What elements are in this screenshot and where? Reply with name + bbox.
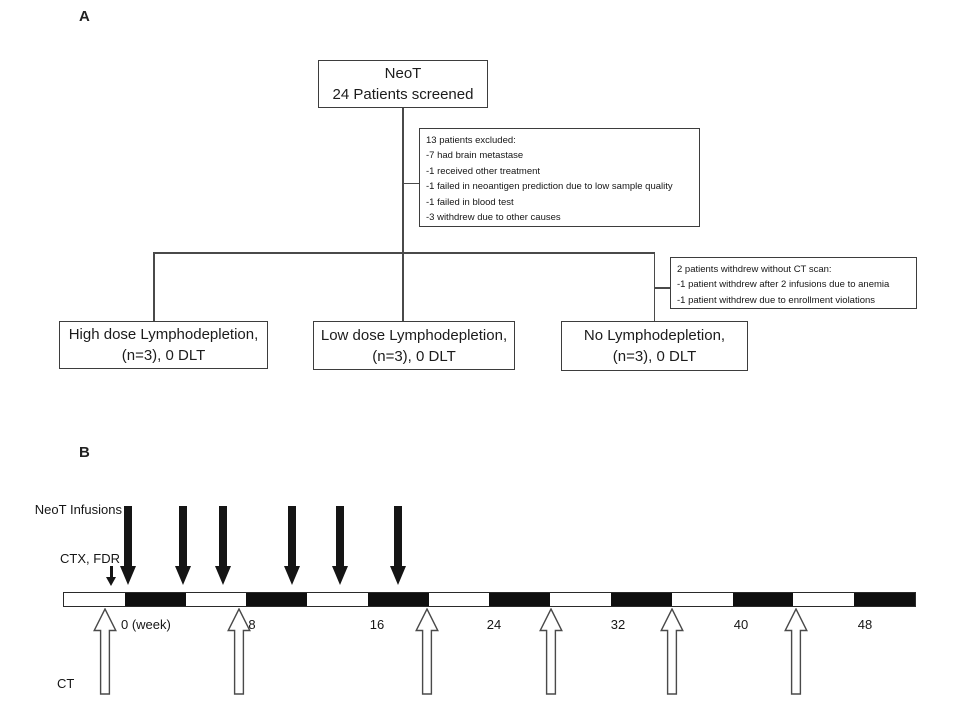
timeline-segment-black bbox=[854, 593, 915, 606]
timeline-segment-black bbox=[124, 593, 186, 606]
neot-infusion-arrow-icon bbox=[174, 506, 192, 586]
ctx-arrow-head bbox=[105, 577, 116, 586]
box-line: -3 withdrew due to other causes bbox=[426, 212, 561, 224]
timeline-segment-black bbox=[489, 593, 551, 606]
infusion-arrow-head bbox=[119, 566, 136, 585]
ct-row-label: CT bbox=[57, 676, 75, 691]
box-line: -1 failed in blood test bbox=[426, 196, 514, 208]
panel-a-label: A bbox=[79, 8, 90, 25]
timeline-segment-white bbox=[428, 593, 490, 606]
timeline-segment-white bbox=[64, 593, 125, 606]
week-tick-label: 24 bbox=[486, 617, 502, 632]
timeline-segment-black bbox=[367, 593, 429, 606]
flowchart-box-low-dose-arm: Low dose Lymphodepletion, (n=3), 0 DLT bbox=[313, 321, 515, 370]
flowchart-box-no-lympho-arm: No Lymphodepletion, (n=3), 0 DLT bbox=[561, 320, 748, 371]
box-line: -7 had brain metastase bbox=[426, 150, 524, 162]
box-line: NeoT bbox=[384, 65, 422, 82]
week-tick-label: 8 bbox=[248, 617, 256, 632]
ctx-fdr-row-label: CTX, FDR bbox=[60, 551, 120, 566]
timeline-segment-white bbox=[185, 593, 247, 606]
infusions-row-label: NeoT Infusions bbox=[34, 502, 122, 517]
box-line: (n=3), 0 DLT bbox=[372, 347, 456, 365]
infusion-arrow-shaft bbox=[394, 506, 402, 567]
flowchart-box-withdrew: 2 patients withdrew without CT scan: -1 … bbox=[670, 257, 917, 309]
week-tick-label: 0 (week) bbox=[121, 617, 171, 632]
box-line: Low dose Lymphodepletion, bbox=[320, 326, 508, 344]
ct-scan-arrow-icon bbox=[227, 607, 251, 695]
flowchart-box-screened: NeoT 24 Patients screened bbox=[318, 60, 488, 108]
week-axis: 0 (week) 8 16 24 32 40 48 bbox=[0, 617, 971, 633]
flowchart-box-excluded: 13 patients excluded: -7 had brain metas… bbox=[419, 128, 700, 227]
ct-scan-arrow-icon bbox=[539, 607, 563, 695]
box-line: (n=3), 0 DLT bbox=[612, 347, 697, 365]
box-line: -1 patient withdrew after 2 infusions du… bbox=[677, 279, 890, 291]
neot-infusion-arrow-icon bbox=[214, 506, 232, 586]
box-line: No Lymphodepletion, bbox=[583, 326, 726, 344]
ctx-fdr-arrow-icon bbox=[105, 566, 117, 587]
neot-infusion-arrow-icon bbox=[119, 506, 137, 586]
ct-scan-arrow-icon bbox=[415, 607, 439, 695]
flowchart-box-high-dose-arm: High dose Lymphodepletion, (n=3), 0 DLT bbox=[59, 321, 268, 369]
timeline-segment-white bbox=[307, 593, 368, 606]
neot-infusion-arrow-icon bbox=[389, 506, 407, 586]
box-line: 2 patients withdrew without CT scan: bbox=[677, 264, 832, 275]
week-tick-label: 40 bbox=[733, 617, 749, 632]
week-tick-label: 48 bbox=[857, 617, 873, 632]
box-line: 13 patients excluded: bbox=[426, 135, 516, 146]
box-line: -1 received other treatment bbox=[426, 165, 541, 177]
box-line: (n=3), 0 DLT bbox=[121, 347, 206, 364]
infusion-arrow-shaft bbox=[179, 506, 187, 567]
neot-infusion-arrow-icon bbox=[283, 506, 301, 586]
neot-infusion-arrow-icon bbox=[331, 506, 349, 586]
timeline-segment-white bbox=[550, 593, 612, 606]
connector-main-vertical bbox=[402, 108, 404, 321]
timeline-bar bbox=[63, 592, 916, 607]
ct-scan-arrow-icon bbox=[784, 607, 808, 695]
ct-scan-arrow-icon bbox=[660, 607, 684, 695]
infusion-arrow-head bbox=[214, 566, 231, 585]
infusion-arrow-shaft bbox=[219, 506, 227, 567]
timeline-segment-white bbox=[671, 593, 733, 606]
ctx-arrow-shaft bbox=[109, 566, 113, 578]
connector-to-excluded-box bbox=[403, 182, 420, 184]
infusion-arrow-shaft bbox=[124, 506, 132, 567]
connector-right-vertical bbox=[653, 252, 655, 321]
infusion-arrow-head bbox=[389, 566, 406, 585]
connector-branch-horizontal bbox=[153, 252, 655, 254]
connector-to-withdrew-box bbox=[655, 287, 671, 289]
infusion-arrow-head bbox=[283, 566, 300, 585]
infusion-arrow-head bbox=[331, 566, 348, 585]
connector-left-vertical bbox=[153, 252, 155, 322]
box-line: High dose Lymphodepletion, bbox=[68, 326, 259, 343]
panel-b-label: B bbox=[79, 444, 90, 461]
timeline-segment-black bbox=[611, 593, 672, 606]
box-line: -1 failed in neoantigen prediction due t… bbox=[426, 181, 673, 193]
timeline-segment-black bbox=[246, 593, 308, 606]
ct-scan-arrow-icon bbox=[93, 607, 117, 695]
timeline-segment-white bbox=[793, 593, 855, 606]
infusion-arrow-head bbox=[174, 566, 191, 585]
box-line: 24 Patients screened bbox=[332, 86, 474, 103]
timeline-segment-black bbox=[732, 593, 794, 606]
infusion-arrow-shaft bbox=[336, 506, 344, 567]
week-tick-label: 16 bbox=[369, 617, 385, 632]
week-tick-label: 32 bbox=[610, 617, 626, 632]
infusion-arrow-shaft bbox=[288, 506, 296, 567]
box-line: -1 patient withdrew due to enrollment vi… bbox=[677, 294, 876, 306]
